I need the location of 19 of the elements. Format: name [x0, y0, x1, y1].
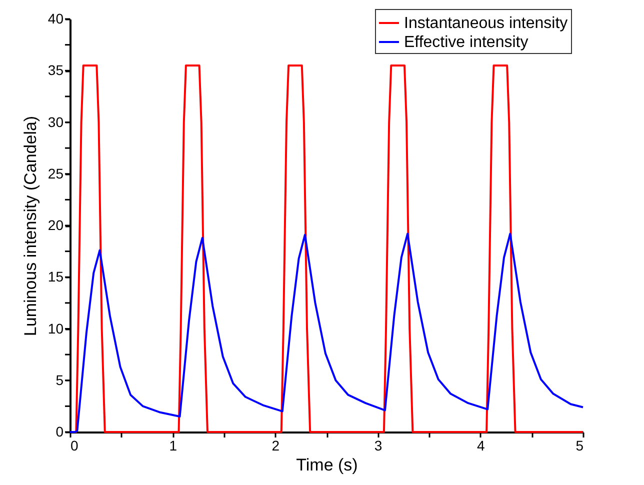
y-tick-label: 20: [48, 217, 64, 233]
y-tick-label: 40: [48, 10, 64, 26]
y-axis-title: Luminous intensity (Candela): [20, 116, 40, 336]
y-tick-label: 5: [56, 372, 64, 388]
y-tick-label: 0: [56, 424, 64, 440]
x-tick-label: 2: [272, 438, 280, 454]
x-axis-title: Time (s): [296, 456, 358, 474]
y-tick-label: 35: [48, 62, 64, 78]
y-tick-label: 30: [48, 114, 64, 130]
y-tick-label: 15: [48, 268, 64, 285]
legend-label: Instantaneous intensity: [404, 15, 568, 32]
x-tick-label: 5: [576, 438, 584, 454]
y-tick-label: 25: [48, 165, 64, 182]
legend-label: Effective intensity: [404, 34, 528, 51]
x-tick-label: 3: [374, 438, 382, 454]
y-tick-label: 10: [48, 320, 64, 336]
x-tick-label: 1: [169, 438, 178, 454]
x-tick-label: 0: [70, 438, 78, 454]
x-tick-label: 4: [477, 438, 485, 454]
